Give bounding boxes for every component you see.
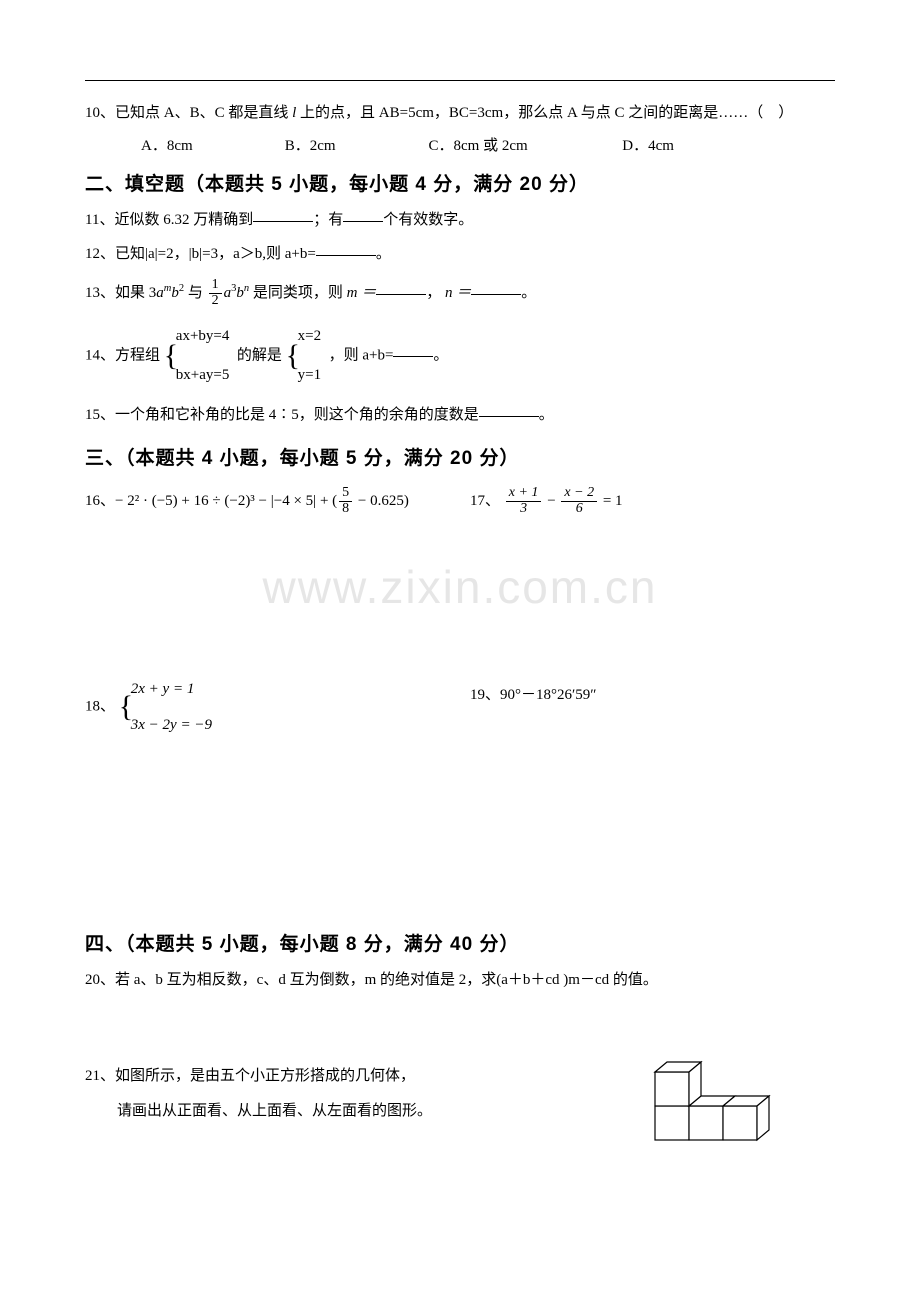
q10-l: l xyxy=(288,105,300,121)
q10-opt-d: D．4cm xyxy=(622,134,674,155)
q10-close: ） xyxy=(778,105,793,121)
q13-num: 13、 xyxy=(85,285,115,301)
q10-text-a: 已知点 A、B、C 都是直线 xyxy=(115,105,288,121)
q14-sys2: { x=2 y=1 xyxy=(286,317,321,395)
q13-comma: ， xyxy=(426,285,441,301)
q16-tail: − 0.625) xyxy=(354,493,409,509)
q12-b: 。 xyxy=(376,246,391,262)
brace-icon: { xyxy=(119,671,129,743)
q12-a: 已知|a|=2，|b|=3，a＞b,则 a+b= xyxy=(115,246,316,262)
q14-blank xyxy=(393,356,433,357)
q14-period: 。 xyxy=(433,347,448,363)
q11-b: ；有 xyxy=(313,212,343,228)
q12-num: 12、 xyxy=(85,246,115,262)
q14-sys1: { ax+by=4 bx+ay=5 xyxy=(164,317,230,395)
q18-sys: { 2x + y = 1 3x − 2y = −9 xyxy=(119,671,212,743)
q16-num: 16、 xyxy=(85,493,115,509)
q11-a: 近似数 6.32 万精确到 xyxy=(114,212,253,228)
q13: 13、如果 3amb2 与 12a3bn 是同类项，则 m ＝ ， n ＝ 。 xyxy=(85,275,835,311)
q13-half: 12 xyxy=(209,278,222,308)
q16-expr: − 2² · (−5) + 16 ÷ (−2)³ − |−4 × 5| + ( xyxy=(115,493,337,509)
q15-blank xyxy=(479,416,539,417)
q14-a: 方程组 xyxy=(115,347,160,363)
q18: 18、 { 2x + y = 1 3x − 2y = −9 xyxy=(85,671,450,743)
q21-line1: 21、如图所示，是由五个小正方形搭成的几何体， xyxy=(85,1062,635,1091)
q21-line2: 请画出从正面看、从上面看、从左面看的图形。 xyxy=(85,1097,635,1126)
q13-meq: m ＝ xyxy=(347,285,377,301)
section-2-title: 二、填空题（本题共 5 小题，每小题 4 分，满分 20 分） xyxy=(85,169,835,196)
q13-expr2: a3bn xyxy=(224,285,250,301)
brace-icon: { xyxy=(164,317,174,395)
q17: 17、 x + 13 − x − 26 = 1 xyxy=(450,486,835,517)
q13-blank1 xyxy=(376,294,426,295)
q21: 21、如图所示，是由五个小正方形搭成的几何体， 请画出从正面看、从上面看、从左面… xyxy=(85,1056,835,1146)
q19-text: 90°－18°26′59″ xyxy=(500,687,597,703)
top-rule xyxy=(85,80,835,81)
spacer3 xyxy=(85,1000,835,1050)
q15-a: 一个角和它补角的比是 4∶5，则这个角的余角的度数是 xyxy=(115,407,479,423)
q15-num: 15、 xyxy=(85,407,115,423)
q18-19-row: 18、 { 2x + y = 1 3x − 2y = −9 19、90°－18°… xyxy=(85,665,835,749)
q13-period: 。 xyxy=(521,285,536,301)
brace-icon: { xyxy=(286,317,296,395)
q16: 16、− 2² · (−5) + 16 ÷ (−2)³ − |−4 × 5| +… xyxy=(85,486,450,517)
q13-tail-a: 是同类项，则 xyxy=(253,285,347,301)
cubes-icon xyxy=(635,1056,795,1146)
page: 10、已知点 A、B、C 都是直线 l 上的点，且 AB=5cm，BC=3cm，… xyxy=(0,0,920,1192)
q10-options: A．8cm B．2cm C．8cm 或 2cm D．4cm xyxy=(85,134,835,155)
q15: 15、一个角和它补角的比是 4∶5，则这个角的余角的度数是 。 xyxy=(85,401,835,430)
q17-f1: x + 13 xyxy=(506,486,542,516)
q13-a: 如果 xyxy=(115,285,145,301)
q10-opt-a: A．8cm xyxy=(141,134,281,155)
q14-num: 14、 xyxy=(85,347,115,363)
section-3-title: 三、（本题共 4 小题，每小题 5 分，满分 20 分） xyxy=(85,443,835,470)
q20-text: 若 a、b 互为相反数，c、d 互为倒数，m 的绝对值是 2，求(a＋b＋cd … xyxy=(115,972,658,988)
q11-blank2 xyxy=(343,221,383,222)
q10: 10、已知点 A、B、C 都是直线 l 上的点，且 AB=5cm，BC=3cm，… xyxy=(85,99,835,128)
q13-mid: 与 xyxy=(188,285,203,301)
q14: 14、方程组 { ax+by=4 bx+ay=5 的解是 { x=2 y=1 ，… xyxy=(85,317,835,395)
q12-blank xyxy=(316,255,376,256)
q13-neq: n ＝ xyxy=(445,285,471,301)
q13-expr1: 3amb2 xyxy=(149,285,184,301)
q20-num: 20、 xyxy=(85,972,115,988)
spacer1 xyxy=(85,529,835,659)
q17-num: 17、 xyxy=(470,493,500,509)
spacer2 xyxy=(85,755,835,915)
q20: 20、若 a、b 互为相反数，c、d 互为倒数，m 的绝对值是 2，求(a＋b＋… xyxy=(85,966,835,995)
q17-f2: x − 26 xyxy=(561,486,597,516)
q13-blank2 xyxy=(471,294,521,295)
q14-mid: 的解是 xyxy=(237,347,282,363)
q11-c: 个有效数字。 xyxy=(383,212,473,228)
q21-num: 21、 xyxy=(85,1068,115,1084)
q19: 19、90°－18°26′59″ xyxy=(450,671,835,743)
q16-frac: 58 xyxy=(339,486,352,516)
q10-opt-b: B．2cm xyxy=(285,134,425,155)
q16-17-row: 16、− 2² · (−5) + 16 ÷ (−2)³ − |−4 × 5| +… xyxy=(85,480,835,523)
section-4-title: 四、（本题共 5 小题，每小题 8 分，满分 40 分） xyxy=(85,929,835,956)
q10-opt-c: C．8cm 或 2cm xyxy=(429,134,619,155)
q11-blank1 xyxy=(253,221,313,222)
q19-num: 19、 xyxy=(470,687,500,703)
q11-num: 11、 xyxy=(85,212,114,228)
q11: 11、近似数 6.32 万精确到 ；有 个有效数字。 xyxy=(85,206,835,235)
q21-figure xyxy=(635,1056,835,1146)
q10-text-b: 上的点，且 AB=5cm，BC=3cm，那么点 A 与点 C 之间的距离是……（ xyxy=(300,105,763,121)
q15-period: 。 xyxy=(539,407,554,423)
q12: 12、已知|a|=2，|b|=3，a＞b,则 a+b= 。 xyxy=(85,240,835,269)
q10-num: 10、 xyxy=(85,105,115,121)
q18-num: 18、 xyxy=(85,698,115,714)
q14-tail: ，则 a+b= xyxy=(329,347,394,363)
